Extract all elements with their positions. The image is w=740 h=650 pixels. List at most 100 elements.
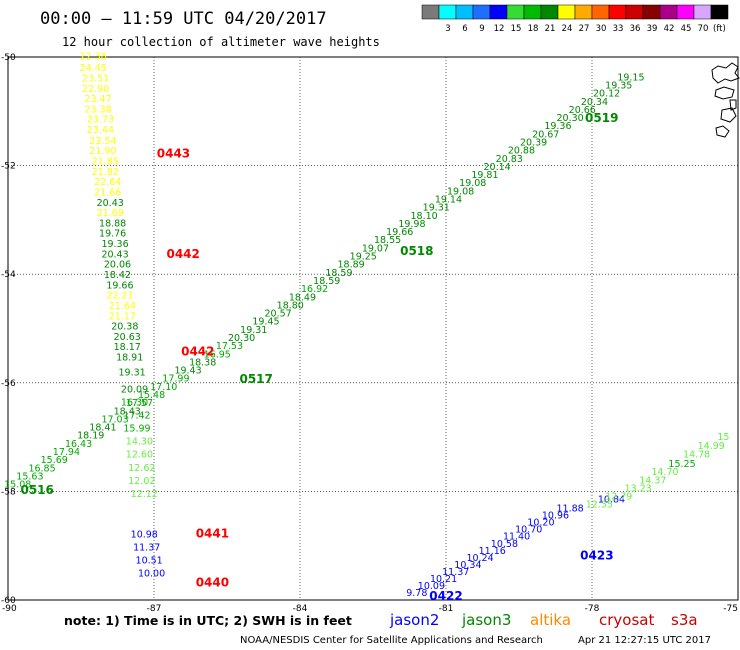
lon-tick-label: -90 xyxy=(2,604,17,614)
wave-height-value: 11.37 xyxy=(442,567,469,578)
wave-height-value: 18.49 xyxy=(289,292,316,303)
wave-height-value: 17.03 xyxy=(101,414,128,425)
legend-label: 30 xyxy=(596,24,607,34)
satellite-name: cryosat xyxy=(599,611,654,629)
legend-label: 27 xyxy=(579,24,590,34)
legend-unit: (ft) xyxy=(713,24,726,34)
wave-height-value: 19.45 xyxy=(252,317,279,328)
legend-swatch xyxy=(421,4,440,20)
wave-height-value: 19.08 xyxy=(447,186,474,197)
footer-credit: NOAA/NESDIS Center for Satellite Applica… xyxy=(240,635,543,646)
wave-height-value: 16.92 xyxy=(301,284,328,295)
wave-height-value: 17.57 xyxy=(126,398,153,409)
wave-height-value: 22.21 xyxy=(106,291,133,302)
wave-height-value: 12.12 xyxy=(131,489,158,500)
wave-height-value: 19.31 xyxy=(118,368,145,379)
wave-height-value: 18.59 xyxy=(325,268,352,279)
wave-height-value: 18.89 xyxy=(337,260,364,271)
wave-height-value: 19.66 xyxy=(386,227,413,238)
legend-swatch xyxy=(625,4,644,20)
wave-height-value: 22.90 xyxy=(82,84,109,95)
wave-height-value: 20.39 xyxy=(520,138,547,149)
legend-swatch xyxy=(506,4,525,20)
legend-swatch xyxy=(438,4,457,20)
coastline-shape xyxy=(714,86,735,100)
legend-swatch xyxy=(591,4,610,20)
wave-height-value: 21.66 xyxy=(94,187,121,198)
legend-label: 39 xyxy=(647,24,658,34)
wave-height-value: 10.96 xyxy=(542,511,569,522)
legend-label: 18 xyxy=(528,24,539,34)
wave-height-value: 23.38 xyxy=(84,104,111,115)
lon-tick-label: -78 xyxy=(585,604,600,614)
wave-height-value: 23.51 xyxy=(82,73,109,84)
lat-tick-label: -54 xyxy=(1,270,16,280)
map-subtitle: 12 hour collection of altimeter wave hei… xyxy=(62,35,380,49)
coastline-shape xyxy=(711,62,740,84)
wave-height-value: 14.37 xyxy=(639,475,666,486)
wave-height-value: 14.78 xyxy=(683,450,710,461)
wave-height-value: 11.37 xyxy=(133,543,160,554)
legend-label: 42 xyxy=(664,24,675,34)
wave-height-value: 19.35 xyxy=(605,80,632,91)
wave-height-value: 20.43 xyxy=(101,249,128,260)
wave-height-value: 10.20 xyxy=(527,518,554,529)
wave-height-value: 15.99 xyxy=(123,424,150,435)
lon-tick-label: -84 xyxy=(293,604,308,614)
wave-height-value: 10.51 xyxy=(136,556,163,567)
wave-height-value: 19.15 xyxy=(617,72,644,83)
wave-height-value: 16.85 xyxy=(28,463,55,474)
wave-height-value: 23.73 xyxy=(87,115,114,126)
wave-height-value: 10.24 xyxy=(466,553,493,564)
wave-height-value: 20.38 xyxy=(111,322,138,333)
pass-number-label: 0517 xyxy=(239,372,272,386)
wave-height-value: 14.30 xyxy=(126,437,153,448)
wave-height-value: 14.99 xyxy=(698,441,725,452)
wave-height-value: 18.88 xyxy=(99,218,126,229)
pass-number-label: 0442 xyxy=(166,247,199,261)
wave-height-value: 17.94 xyxy=(53,447,80,458)
wave-height-value: 20.06 xyxy=(104,260,131,271)
wave-height-value: 10.70 xyxy=(515,525,542,536)
wave-height-value: 19.43 xyxy=(174,366,201,377)
wave-height-value: 12.60 xyxy=(126,450,153,461)
wave-height-value: 14.70 xyxy=(651,467,678,478)
wave-height-value: 10.98 xyxy=(131,530,158,541)
wave-height-value: 20.88 xyxy=(508,146,535,157)
wave-height-value: 10.58 xyxy=(491,539,518,550)
wave-height-value: 20.09 xyxy=(121,385,148,396)
wave-height-value: 16.43 xyxy=(65,439,92,450)
footer-note: note: 1) Time is in UTC; 2) SWH is in fe… xyxy=(64,613,352,628)
wave-height-value: 11.88 xyxy=(556,503,583,514)
wave-height-value: 11.16 xyxy=(479,546,506,557)
pass-number-label: 0440 xyxy=(196,575,229,589)
wave-height-value: 12.79 xyxy=(605,492,632,503)
wave-height-value: 12.62 xyxy=(128,463,155,474)
wave-height-value: 10.09 xyxy=(418,581,445,592)
pass-number-label: 0519 xyxy=(585,111,618,125)
wave-height-value: 17.53 xyxy=(216,341,243,352)
lat-tick-label: -50 xyxy=(1,53,16,63)
legend-swatch xyxy=(472,4,491,20)
legend-swatch xyxy=(489,4,508,20)
wave-height-value: 23.54 xyxy=(89,136,116,147)
wave-height-value: 18.91 xyxy=(116,353,143,364)
legend-label: 70 xyxy=(698,24,709,34)
pass-labels: 0443 0442 0442 0441 0440 0516 0517 0518 0519 0422… xyxy=(20,111,618,603)
wave-height-value: 22.64 xyxy=(94,177,121,188)
lon-tick-label: -87 xyxy=(147,604,162,614)
wave-height-value: 21.85 xyxy=(92,157,119,168)
legend-label: 45 xyxy=(681,24,692,34)
pass-number-label: 0518 xyxy=(400,244,433,258)
wave-height-value: 21.69 xyxy=(97,208,124,219)
legend-label: 15 xyxy=(511,24,522,34)
satellite-name: jason2 xyxy=(389,611,439,629)
wave-height-value: 20.63 xyxy=(114,332,141,343)
satellite-legend: jason2 jason3 altika cryosat s3a xyxy=(389,611,698,629)
wave-height-value: 18.17 xyxy=(114,342,141,353)
legend-label: 6 xyxy=(462,24,467,34)
wave-height-value: 19.98 xyxy=(398,219,425,230)
wave-height-value: 23.47 xyxy=(84,94,111,105)
wave-height-value: 19.31 xyxy=(423,203,450,214)
